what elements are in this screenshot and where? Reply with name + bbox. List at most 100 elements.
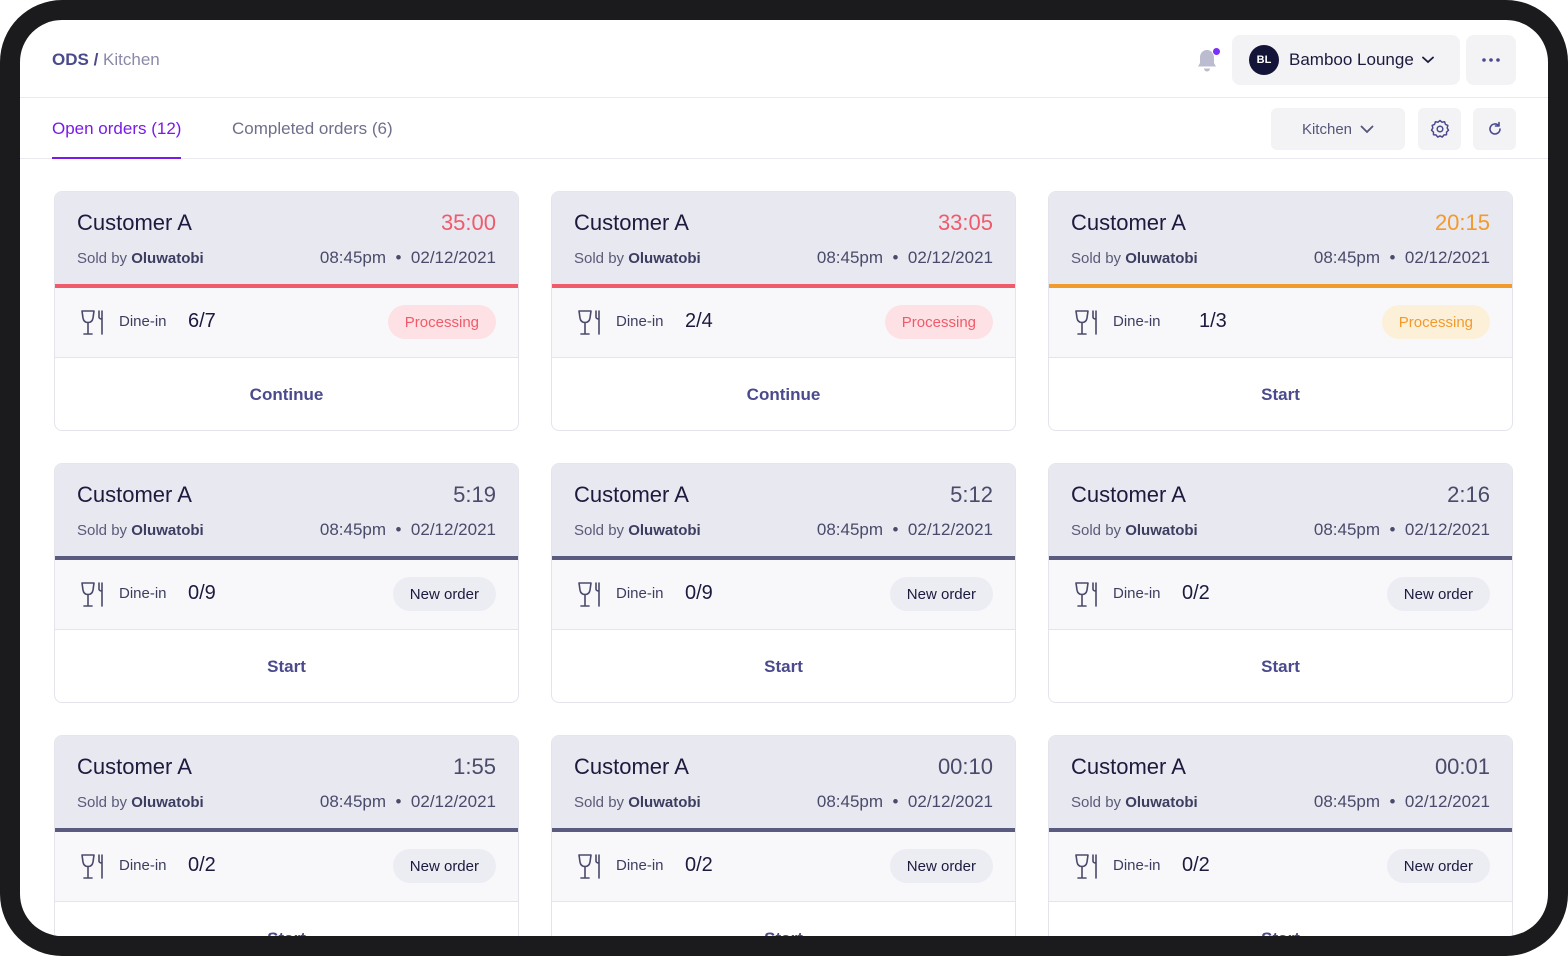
order-time: 08:45pm bbox=[1313, 792, 1381, 811]
separator-dot: • bbox=[892, 248, 899, 267]
order-type: Dine-in bbox=[616, 857, 664, 874]
order-type: Dine-in bbox=[119, 313, 167, 330]
notifications-button[interactable] bbox=[1192, 46, 1222, 76]
seller-name: Oluwatobi bbox=[131, 794, 204, 811]
order-type: Dine-in bbox=[1113, 857, 1161, 874]
urgency-bar bbox=[1049, 284, 1512, 288]
urgency-bar bbox=[55, 556, 518, 560]
seller-name: Oluwatobi bbox=[628, 522, 701, 539]
order-card-header: Customer A 20:15 Sold by Oluwatobi 08:45… bbox=[1049, 192, 1512, 284]
customer-name: Customer A bbox=[574, 482, 689, 507]
items-progress: 0/2 bbox=[188, 854, 216, 876]
store-switcher[interactable]: BL Bamboo Lounge bbox=[1232, 35, 1460, 85]
start-button[interactable]: Start bbox=[1261, 385, 1300, 404]
customer-name: Customer A bbox=[574, 210, 689, 235]
sold-by-prefix: Sold by bbox=[574, 250, 625, 267]
chevron-down-icon bbox=[1421, 56, 1434, 64]
order-card-details: Dine-in 0/9 New order bbox=[552, 560, 1015, 630]
order-date: 02/12/2021 bbox=[410, 520, 496, 539]
start-button[interactable]: Start bbox=[55, 902, 518, 936]
start-button[interactable]: Start bbox=[764, 657, 803, 676]
separator-dot: • bbox=[892, 520, 899, 539]
urgency-bar bbox=[552, 828, 1015, 832]
seller-name: Oluwatobi bbox=[628, 250, 701, 267]
order-card-details: Dine-in 1/3 Processing bbox=[1049, 288, 1512, 358]
sold-by-prefix: Sold by bbox=[1071, 522, 1122, 539]
refresh-icon bbox=[1488, 121, 1501, 135]
order-datetime: 08:45pm • 02/12/2021 bbox=[817, 520, 993, 540]
breadcrumb-root[interactable]: ODS bbox=[52, 50, 89, 69]
items-progress: 0/2 bbox=[685, 854, 713, 876]
store-avatar: BL bbox=[1249, 45, 1279, 75]
order-card: Customer A 33:05 Sold by Oluwatobi 08:45… bbox=[551, 191, 1016, 431]
order-card-header: Customer A 00:01 Sold by Oluwatobi 08:45… bbox=[1049, 736, 1512, 828]
dine-in-icon bbox=[81, 582, 103, 607]
continue-button[interactable]: Continue bbox=[249, 385, 324, 404]
customer-name: Customer A bbox=[574, 754, 689, 779]
order-card-header: Customer A 5:19 Sold by Oluwatobi 08:45p… bbox=[55, 464, 518, 556]
station-select[interactable]: Kitchen bbox=[1271, 108, 1405, 150]
continue-button[interactable]: Continue bbox=[746, 385, 821, 404]
order-timer: 33:05 bbox=[937, 210, 993, 235]
order-card: Customer A 2:16 Sold by Oluwatobi 08:45p… bbox=[1048, 463, 1513, 703]
sold-by: Sold by Oluwatobi bbox=[574, 794, 701, 811]
order-timer: 20:15 bbox=[1434, 210, 1490, 235]
items-progress: 2/4 bbox=[685, 310, 713, 332]
sold-by-prefix: Sold by bbox=[77, 794, 128, 811]
order-time: 08:45pm bbox=[816, 520, 884, 539]
order-date: 02/12/2021 bbox=[1404, 520, 1490, 539]
order-card-header: Customer A 00:10 Sold by Oluwatobi 08:45… bbox=[552, 736, 1015, 828]
sold-by: Sold by Oluwatobi bbox=[77, 250, 204, 267]
customer-name: Customer A bbox=[77, 754, 192, 779]
sold-by: Sold by Oluwatobi bbox=[1071, 522, 1198, 539]
breadcrumb-separator: / bbox=[93, 50, 99, 69]
sold-by-prefix: Sold by bbox=[574, 522, 625, 539]
sold-by: Sold by Oluwatobi bbox=[77, 522, 204, 539]
start-button[interactable]: Start bbox=[1261, 657, 1300, 676]
order-card-details: Dine-in 0/9 New order bbox=[55, 560, 518, 630]
order-card: Customer A 5:19 Sold by Oluwatobi 08:45p… bbox=[54, 463, 519, 703]
order-card-header: Customer A 35:00 Sold by Oluwatobi 08:45… bbox=[55, 192, 518, 284]
order-type: Dine-in bbox=[1113, 585, 1161, 602]
ellipsis-icon bbox=[1482, 58, 1500, 62]
order-card-details: Dine-in 2/4 Processing bbox=[552, 288, 1015, 358]
seller-name: Oluwatobi bbox=[1125, 250, 1198, 267]
more-options-button[interactable] bbox=[1466, 35, 1516, 85]
order-card-details: Dine-in 0/2 New order bbox=[552, 832, 1015, 902]
order-type: Dine-in bbox=[616, 585, 664, 602]
order-card: Customer A 00:01 Sold by Oluwatobi 08:45… bbox=[1048, 735, 1513, 936]
seller-name: Oluwatobi bbox=[1125, 522, 1198, 539]
dine-in-icon bbox=[81, 310, 103, 335]
urgency-bar bbox=[1049, 556, 1512, 560]
settings-button[interactable] bbox=[1418, 108, 1461, 150]
order-time: 08:45pm bbox=[319, 792, 387, 811]
customer-name: Customer A bbox=[1071, 754, 1186, 779]
sold-by: Sold by Oluwatobi bbox=[1071, 250, 1198, 267]
order-datetime: 08:45pm • 02/12/2021 bbox=[1314, 248, 1490, 268]
separator-dot: • bbox=[395, 248, 402, 267]
dine-in-icon bbox=[578, 854, 600, 879]
tab-completed-orders[interactable]: Completed orders (6) bbox=[232, 119, 393, 138]
sold-by: Sold by Oluwatobi bbox=[574, 250, 701, 267]
dine-in-icon bbox=[1075, 854, 1097, 879]
sold-by-prefix: Sold by bbox=[1071, 250, 1122, 267]
sold-by: Sold by Oluwatobi bbox=[77, 794, 204, 811]
dine-in-icon bbox=[578, 310, 600, 335]
refresh-button[interactable] bbox=[1473, 108, 1516, 150]
top-header: ODS / Kitchen BL Bamboo Lounge bbox=[20, 20, 1548, 98]
urgency-bar bbox=[552, 556, 1015, 560]
start-button[interactable]: Start bbox=[552, 902, 1015, 936]
status-badge: New order bbox=[889, 849, 993, 883]
separator-dot: • bbox=[1389, 248, 1396, 267]
tabs-bar: Open orders (12) Completed orders (6) Ki… bbox=[20, 98, 1548, 159]
tab-open-orders[interactable]: Open orders (12) bbox=[52, 119, 182, 159]
separator-dot: • bbox=[892, 792, 899, 811]
separator-dot: • bbox=[1389, 520, 1396, 539]
start-button[interactable]: Start bbox=[1049, 902, 1512, 936]
status-badge: New order bbox=[1386, 577, 1490, 611]
dine-in-icon bbox=[1075, 310, 1097, 335]
start-button[interactable]: Start bbox=[267, 657, 306, 676]
order-card: Customer A 20:15 Sold by Oluwatobi 08:45… bbox=[1048, 191, 1513, 431]
chevron-down-icon bbox=[1360, 125, 1374, 133]
sold-by-prefix: Sold by bbox=[574, 794, 625, 811]
